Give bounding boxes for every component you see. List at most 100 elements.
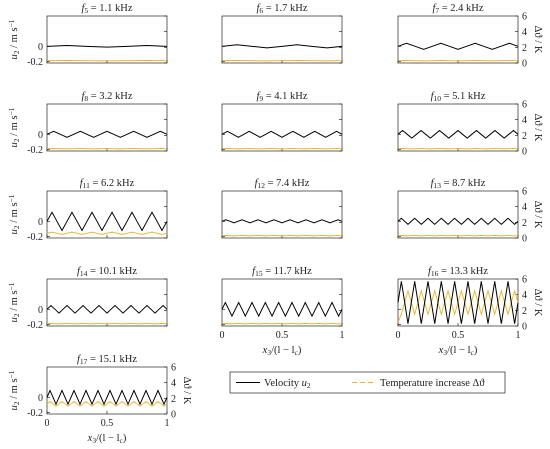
- x-tick-label: 0.5: [452, 330, 465, 341]
- legend-box: [229, 371, 506, 394]
- x-axis-label: x3/(l − lc): [438, 345, 478, 357]
- y-tick-label: -0.2: [27, 57, 43, 68]
- chart-title: f5 = 1.1 kHz: [81, 3, 132, 15]
- y2-axis-label: Δϑ / K: [532, 26, 543, 54]
- plot-frame: [221, 190, 343, 239]
- y-tick-label: -0.2: [27, 145, 43, 156]
- chart-title: f12 = 7.4 kHz: [255, 178, 310, 190]
- y2-axis-label: Δϑ / K: [181, 377, 192, 405]
- text-part: f: [80, 178, 85, 189]
- y2-tick-label: 2: [522, 131, 527, 142]
- x-tick-label: 0.5: [101, 418, 114, 429]
- text-part: f: [81, 91, 86, 102]
- text-part: f: [431, 178, 436, 189]
- text-part: c: [120, 436, 124, 445]
- text-part: Velocity: [264, 378, 302, 389]
- y-tick-label: 0: [38, 217, 43, 228]
- text-part: = 8.7 kHz: [441, 178, 486, 189]
- y2-tick-label: 6: [522, 100, 527, 111]
- text-part: 14: [80, 269, 88, 278]
- y2-axis-label: Δϑ / K: [532, 114, 543, 142]
- y2-tick-label: 6: [522, 12, 527, 23]
- text-part: ): [123, 433, 127, 444]
- chart-title: f13 = 8.7 kHz: [431, 178, 486, 190]
- plot-frame: [46, 190, 168, 239]
- text-part: 2: [12, 401, 21, 405]
- text-part: / m s: [9, 290, 20, 313]
- y2-tick-label: 0: [522, 147, 527, 158]
- text-part: 17: [80, 357, 88, 366]
- text-part: 2: [12, 225, 21, 229]
- y-axis-label: u2 / m s−1: [7, 282, 21, 322]
- text-part: 6: [259, 6, 263, 15]
- text-part: 8: [84, 94, 88, 103]
- text-part: ): [298, 345, 302, 356]
- y2-tick-label: 0: [522, 234, 527, 245]
- text-part: = 13.3 kHz: [438, 266, 488, 277]
- y-tick-label: -0.2: [27, 232, 43, 243]
- y2-tick-label: 2: [522, 306, 527, 317]
- text-part: 13: [434, 181, 442, 190]
- plot-frame: [46, 366, 168, 415]
- velocity-line: [397, 129, 519, 139]
- text-part: 16: [431, 269, 439, 278]
- text-part: f: [431, 91, 436, 102]
- chart-title: f10 = 5.1 kHz: [431, 91, 486, 103]
- y-axis-label: u2 / m s−1: [7, 194, 21, 234]
- legend-label: Temperature increase Δϑ: [380, 378, 485, 389]
- velocity-line: [397, 42, 519, 50]
- text-part: = 7.4 kHz: [265, 178, 310, 189]
- text-part: −1: [7, 107, 16, 115]
- plot-frame: [46, 15, 168, 64]
- y-axis-label: u2 / m s−1: [7, 19, 21, 59]
- temperature-line: [46, 400, 168, 407]
- velocity-line: [221, 219, 343, 224]
- velocity-line: [46, 211, 168, 232]
- y-tick-label: -0.2: [27, 320, 43, 331]
- text-part: x: [262, 345, 268, 356]
- text-part: −1: [7, 19, 16, 27]
- x-tick-label: 0.5: [276, 330, 289, 341]
- text-part: f: [252, 266, 257, 277]
- chart-title: f7 = 2.4 kHz: [432, 3, 483, 15]
- y2-axis-label: Δϑ / K: [532, 289, 543, 317]
- chart-title: f11 = 6.2 kHz: [80, 178, 135, 190]
- text-part: = 11.7 kHz: [263, 266, 313, 277]
- x-tick-label: 1: [516, 330, 521, 341]
- text-part: u: [9, 229, 20, 234]
- y2-tick-label: 4: [522, 115, 527, 126]
- velocity-line: [46, 45, 168, 48]
- text-part: f: [432, 3, 437, 14]
- text-part: 3: [267, 348, 271, 357]
- plot-frame: [221, 278, 343, 327]
- x-axis-label: x3/(l − lc): [262, 345, 302, 357]
- text-part: u: [9, 405, 20, 410]
- text-part: c: [471, 348, 475, 357]
- velocity-line: [46, 130, 168, 138]
- text-part: = 10.1 kHz: [87, 266, 137, 277]
- text-part: f: [256, 91, 261, 102]
- text-part: f: [428, 266, 433, 277]
- legend-label: Velocity u2: [264, 378, 311, 390]
- text-part: −1: [7, 282, 16, 290]
- y2-tick-label: 4: [522, 290, 527, 301]
- text-part: 2: [307, 381, 311, 390]
- text-part: /(l − l: [96, 433, 120, 444]
- chart-title: f6 = 1.7 kHz: [256, 3, 307, 15]
- text-part: = 1.1 kHz: [88, 3, 133, 14]
- y2-tick-label: 2: [522, 218, 527, 229]
- text-part: = 6.2 kHz: [90, 178, 135, 189]
- text-part: 15: [255, 269, 263, 278]
- chart-title: f14 = 10.1 kHz: [77, 266, 137, 278]
- text-part: −1: [7, 194, 16, 202]
- y-tick-label: 0: [38, 305, 43, 316]
- text-part: c: [295, 348, 299, 357]
- velocity-line: [46, 389, 168, 406]
- y2-tick-label: 4: [522, 202, 527, 213]
- text-part: / m s: [9, 27, 20, 50]
- text-part: 2: [12, 50, 21, 54]
- text-part: 5: [84, 6, 88, 15]
- y-tick-label: 0: [38, 393, 43, 404]
- velocity-line: [397, 217, 519, 226]
